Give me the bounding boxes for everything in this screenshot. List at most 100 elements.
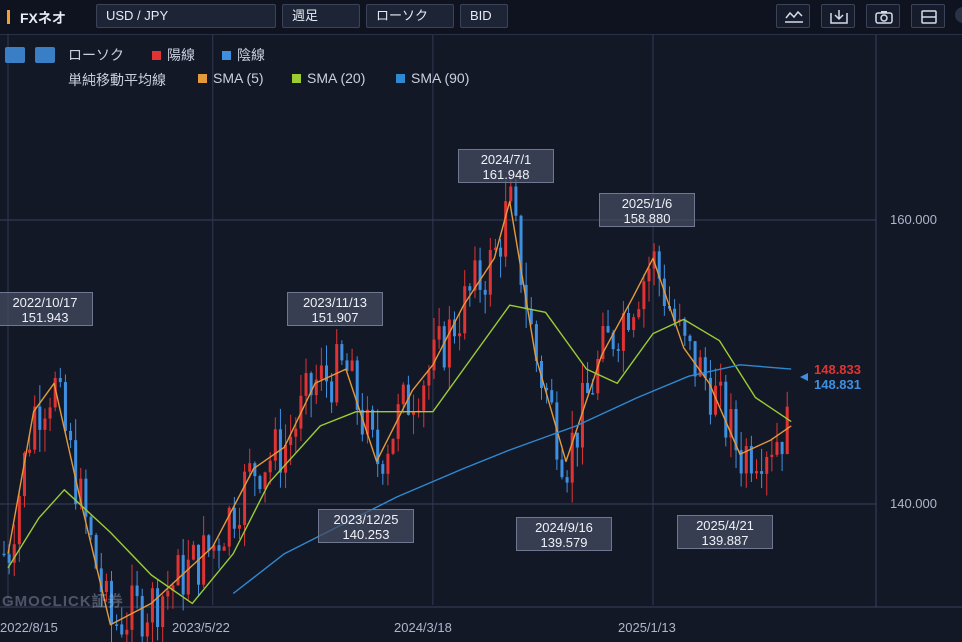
candle-down: [627, 313, 631, 330]
candle-up: [273, 429, 277, 461]
legend-chart-type: ローソク: [68, 47, 124, 63]
broker-watermark: GMOCLICK証券: [2, 593, 124, 610]
legend-up: 陽線: [152, 45, 195, 65]
candle-up: [504, 201, 508, 257]
legend-sma5: SMA (5): [198, 70, 264, 86]
candle-down: [575, 432, 579, 448]
legend-up-label: 陽線: [167, 47, 195, 63]
candle-up: [166, 590, 170, 597]
candle-down: [739, 450, 743, 474]
screenshot-button[interactable]: [866, 4, 900, 28]
candle-down: [376, 429, 380, 465]
legend-ma-label: 単純移動平均線: [68, 72, 166, 88]
candle-up: [314, 379, 318, 396]
candle-down: [529, 309, 533, 325]
x-tick-label: 2023/5/22: [172, 620, 230, 635]
import-button[interactable]: [821, 4, 855, 28]
candle-up: [632, 317, 636, 330]
layout-button[interactable]: [911, 4, 945, 28]
candle-up: [268, 460, 272, 473]
candle-up: [473, 260, 477, 291]
candle-down: [110, 580, 113, 625]
candle-down: [734, 409, 738, 451]
candle-down: [207, 535, 211, 551]
candle-down: [325, 365, 328, 382]
candle-up: [391, 438, 395, 454]
candle-up: [12, 544, 16, 563]
app-brand: FXネオ: [20, 10, 66, 26]
candle-up: [33, 406, 37, 450]
candle-up: [488, 249, 492, 295]
candle-up: [785, 406, 789, 455]
candle-up: [161, 596, 165, 628]
annotation-date: 2024/9/16: [535, 520, 593, 535]
candle-up: [570, 432, 574, 483]
candle-down: [724, 381, 728, 438]
annotation-value: 151.907: [311, 310, 359, 325]
candle-up: [53, 378, 57, 408]
legend-sma90-label: SMA (90): [411, 70, 470, 86]
candle-up: [437, 326, 441, 340]
candle-up: [22, 452, 26, 497]
candle-up: [401, 384, 405, 405]
candle-up: [104, 580, 108, 592]
candle-down: [468, 286, 472, 291]
annotation-high-2022-10-17: 2022/10/17 151.943: [0, 292, 93, 326]
candle-up: [227, 507, 231, 547]
last-price-bid: 148.831: [814, 377, 861, 392]
y-tick-label: 140.000: [890, 496, 937, 511]
x-tick-label: 2025/1/13: [618, 620, 676, 635]
candle-down: [760, 471, 764, 474]
comment-icon[interactable]: [5, 47, 25, 63]
candle-down: [74, 440, 78, 505]
candle-up: [509, 186, 513, 202]
annotation-date: 2025/4/21: [696, 518, 754, 533]
price-chart[interactable]: [0, 35, 962, 642]
candle-up: [775, 441, 779, 455]
candle-up: [601, 326, 605, 360]
candle-up: [28, 449, 32, 453]
candle-down: [519, 215, 523, 285]
period-selector[interactable]: 週足: [282, 4, 360, 28]
annotation-value: 151.943: [21, 310, 69, 325]
candle-up: [714, 385, 718, 415]
window-control-icon[interactable]: [955, 7, 962, 23]
candle-up: [432, 339, 436, 371]
chart-type-selector[interactable]: ローソク: [366, 4, 454, 28]
candle-down: [499, 247, 503, 257]
candle-up: [596, 359, 600, 394]
candle-up: [427, 370, 431, 386]
candle-down: [94, 535, 98, 569]
candle-up: [678, 319, 682, 322]
candle-up: [447, 319, 451, 368]
candle-down: [780, 441, 784, 455]
candle-down: [673, 308, 677, 322]
annotation-value: 158.880: [623, 211, 671, 226]
indicator-button[interactable]: [776, 4, 810, 28]
candle-up: [744, 446, 748, 474]
candle-up: [386, 453, 390, 474]
legend-down: 陰線: [222, 45, 265, 65]
candle-down: [586, 382, 590, 394]
sma90-swatch: [396, 74, 405, 83]
candle-down: [58, 378, 62, 383]
candle-down: [565, 477, 569, 483]
candle-down: [560, 459, 564, 478]
annotation-low-2025-04-21: 2025/4/21 139.887: [677, 515, 773, 549]
legend-sma5-label: SMA (5): [213, 70, 264, 86]
symbol-selector[interactable]: USD / JPY: [96, 4, 276, 28]
candle-up: [176, 555, 180, 586]
annotation-date: 2023/12/25: [333, 512, 399, 527]
candle-up: [212, 545, 216, 551]
price-type-selector[interactable]: BID: [460, 4, 508, 28]
sma-line-20: [7, 304, 792, 605]
candle-up: [422, 385, 426, 411]
annotation-value: 139.579: [540, 535, 588, 550]
candle-up: [729, 409, 733, 438]
candle-down: [89, 516, 93, 536]
candle-down: [278, 429, 282, 473]
annotation-high-2023-11-13: 2023/11/13 151.907: [287, 292, 383, 326]
annotation-low-2023-12-25: 2023/12/25 140.253: [318, 509, 414, 543]
chevron-right-icon[interactable]: [35, 47, 55, 63]
candle-up: [647, 268, 651, 282]
